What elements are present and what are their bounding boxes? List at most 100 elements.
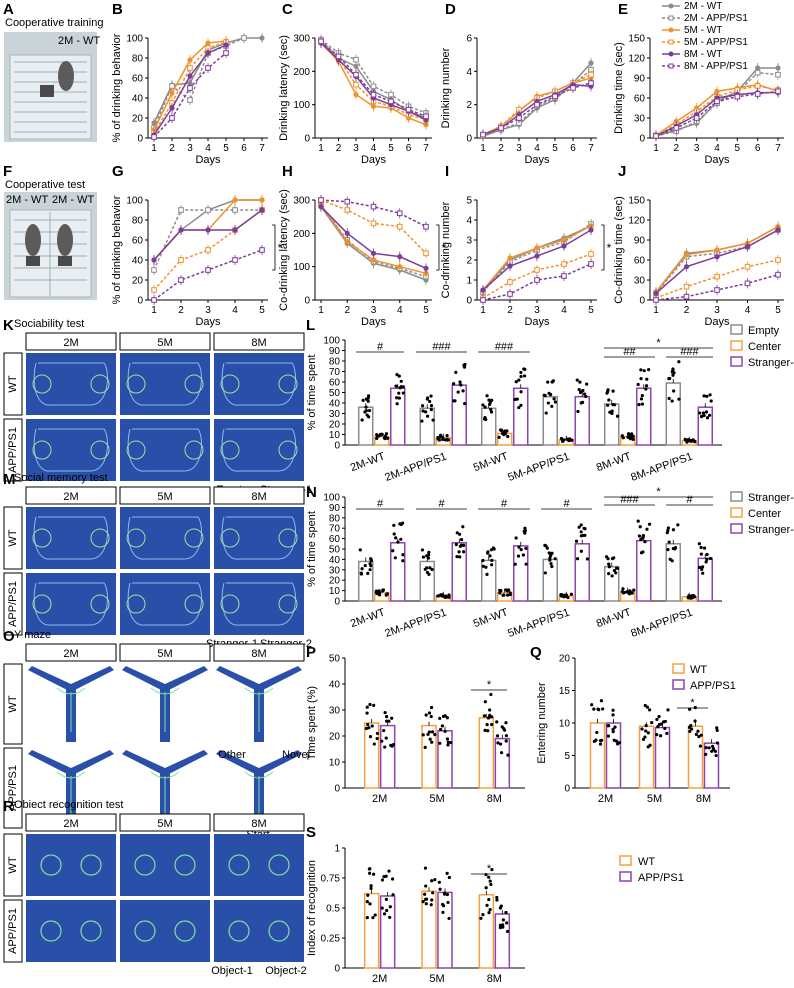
legend-n-2: Stranger-2 <box>748 524 794 536</box>
y-tick-label: 0 <box>466 296 472 307</box>
chamber-trace <box>278 440 298 460</box>
y-tick-label: 20 <box>132 276 144 287</box>
data-point <box>507 263 513 269</box>
series-line <box>482 223 592 293</box>
y-tick-label: 0 <box>639 134 645 145</box>
bar-app-ps1 <box>654 708 671 789</box>
data-point <box>507 255 513 261</box>
data-point <box>754 83 761 89</box>
data-dot <box>401 391 405 395</box>
bar-empty <box>358 394 374 446</box>
data-dot <box>487 897 491 902</box>
x-tick-label: 2 <box>498 143 504 154</box>
data-dot <box>714 753 718 758</box>
data-dot <box>549 392 553 397</box>
data-dot <box>484 886 488 890</box>
data-dot <box>443 729 447 733</box>
data-point <box>178 277 184 283</box>
track-map <box>120 834 210 896</box>
significance-label: * <box>487 863 492 875</box>
line-chart-b: 0 20 40 60 80 100 1 2 3 4 5 6 7 Days % of drinking beh… <box>111 33 268 166</box>
bar-stranger-1 <box>358 548 374 602</box>
bar-stranger-1 <box>419 548 435 602</box>
arena-note: Object-2 <box>265 965 307 977</box>
data-dot <box>611 730 615 734</box>
data-dot <box>392 523 396 528</box>
series-8m-wt <box>480 225 594 295</box>
data-dot <box>704 746 708 750</box>
data-dot <box>429 903 433 907</box>
bar-app-ps1 <box>437 871 453 969</box>
category-label: 2M-APP/PS1 <box>383 607 448 640</box>
data-dot <box>365 711 369 715</box>
significance-label: ### <box>432 341 451 353</box>
data-dot <box>443 891 447 895</box>
y-tick-label: 100 <box>293 262 310 273</box>
category-label: 8M <box>487 793 502 805</box>
x-tick-label: 4 <box>397 305 403 316</box>
data-dot <box>640 402 645 406</box>
bar-empty <box>604 388 620 446</box>
x-axis-label: Days <box>361 154 387 166</box>
legend-pq-1: APP/PS1 <box>690 680 736 692</box>
y-tick-label: 10 <box>559 719 571 730</box>
significance-label: # <box>501 498 508 510</box>
data-point <box>353 81 359 88</box>
data-point <box>588 227 594 233</box>
data-dot <box>375 736 379 741</box>
y-tick-label: 60 <box>329 378 341 389</box>
significance-star: * <box>442 241 447 255</box>
data-dot <box>425 414 430 418</box>
chamber-trace <box>32 374 52 394</box>
data-dot <box>630 432 634 436</box>
data-dot <box>595 730 599 735</box>
data-dot <box>490 722 494 727</box>
row-header: APP/PS1 <box>7 581 19 627</box>
significance-marker: * <box>604 337 713 349</box>
x-tick-label: 2 <box>674 143 680 154</box>
data-dot <box>670 559 674 563</box>
x-axis-label: Days <box>195 154 221 166</box>
data-point <box>178 207 184 213</box>
bar-stranger-1 <box>481 546 497 602</box>
data-dot <box>671 528 676 532</box>
data-dot <box>691 594 696 598</box>
data-dot <box>401 553 405 557</box>
significance-marker: ### <box>666 346 713 358</box>
data-dot <box>369 564 373 568</box>
row-header-box <box>3 572 23 636</box>
data-point <box>423 113 429 120</box>
significance-marker: * <box>471 863 507 875</box>
x-tick-label: 3 <box>205 305 211 316</box>
bar-rect <box>513 387 529 446</box>
data-dot <box>629 591 634 595</box>
significance-label: * <box>656 486 661 498</box>
data-dot <box>701 565 705 569</box>
row-header: WT <box>7 529 19 546</box>
row-header-box <box>3 352 23 416</box>
data-dot <box>463 402 467 406</box>
data-dot <box>646 731 650 735</box>
x-tick-label: 2 <box>336 143 342 154</box>
legend-pq-0: WT <box>690 664 707 676</box>
data-point <box>561 261 567 267</box>
data-dot <box>483 405 487 409</box>
category-label: 2M <box>372 793 387 805</box>
data-dot <box>699 733 703 737</box>
data-dot <box>637 534 642 538</box>
data-dot <box>423 866 428 870</box>
bar-chart-q: 0 5 10 15 20 Entering number 2M 5M 8M * <box>536 654 730 805</box>
data-dot <box>495 898 499 902</box>
data-dot <box>390 716 394 720</box>
x-tick-label: 2 <box>684 305 690 316</box>
track-map <box>120 900 210 962</box>
chamber-trace <box>220 374 240 394</box>
x-tick-label: 5 <box>775 305 781 316</box>
x-tick-label: 1 <box>480 143 486 154</box>
data-dot <box>606 403 610 407</box>
significance-label: # <box>438 498 445 510</box>
bar-app-ps1 <box>379 711 396 789</box>
data-point <box>187 57 193 63</box>
arena <box>214 419 304 481</box>
legend-label: 2M - APP/PS1 <box>684 13 748 24</box>
